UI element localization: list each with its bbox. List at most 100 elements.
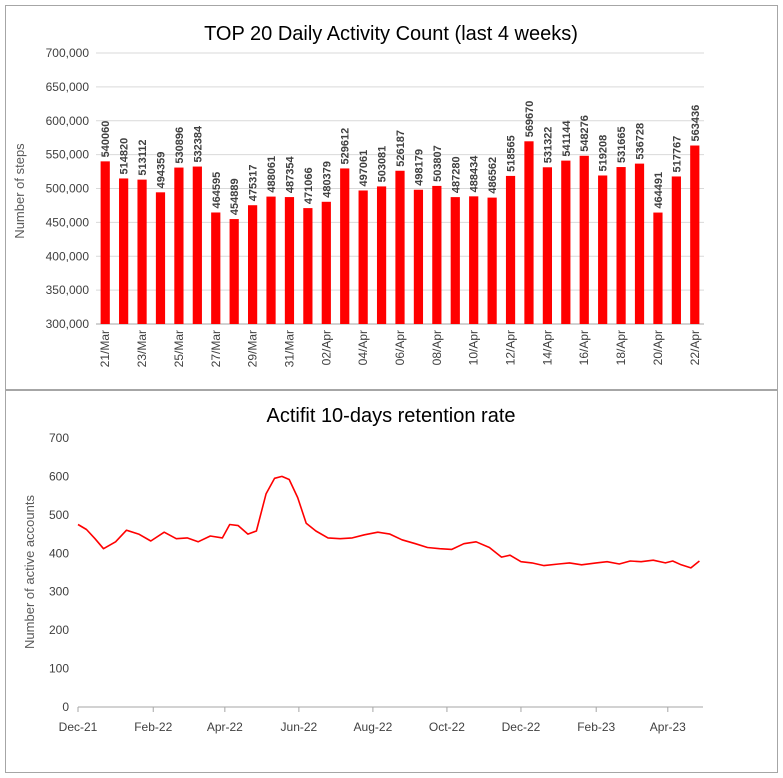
bar-x-tick-label: 21/Mar: [98, 330, 112, 367]
bar-data-label: 514820: [119, 138, 131, 175]
bar: [358, 190, 368, 324]
bar-data-label: 513112: [137, 140, 149, 176]
line-y-tick-label: 400: [49, 546, 69, 560]
bar-data-label: 497061: [358, 150, 370, 187]
line-x-tick-label: Aug-22: [354, 720, 393, 734]
bar: [432, 185, 442, 324]
bar-data-label: 518565: [506, 135, 518, 172]
bar-data-label: 541144: [561, 120, 573, 157]
bar: [395, 170, 405, 324]
line-y-tick-label: 700: [49, 431, 69, 445]
bar-data-label: 464595: [211, 172, 223, 209]
line-x-tick-label: Apr-22: [207, 720, 243, 734]
bar-x-tick-label: 12/Apr: [504, 330, 518, 365]
line-y-tick-label: 500: [49, 508, 69, 522]
bar: [505, 175, 516, 324]
bar-chart-bars: [100, 141, 700, 324]
bar-data-label: 517767: [671, 136, 683, 173]
bar-x-tick-label: 20/Apr: [651, 330, 665, 365]
bar-y-tick-label: 500,000: [46, 182, 90, 196]
bar-chart-data-labels: 540060 514820 513112 494359 530896 532384 4645…: [100, 101, 702, 215]
bar: [579, 155, 589, 324]
bar-y-tick-label: 600,000: [46, 114, 90, 128]
bar-data-label: 488061: [266, 156, 278, 193]
bar-data-label: 529612: [340, 128, 352, 165]
bar-data-label: 494359: [155, 152, 167, 189]
bar: [561, 160, 571, 324]
bar: [653, 212, 663, 324]
bar-y-tick-label: 650,000: [46, 80, 90, 94]
bar-data-label: 487280: [450, 156, 462, 193]
line-chart-x-ticks: Dec-21 Feb-22 Apr-22 Jun-22 Aug-22 Oct-22 Dec-…: [59, 720, 686, 734]
bar: [450, 197, 460, 324]
bar-data-label: 503081: [377, 146, 389, 183]
line-x-tick-label: Feb-22: [134, 720, 172, 734]
bar-chart-panel: TOP 20 Daily Activity Count (last 4 week…: [5, 5, 778, 390]
bar-data-label: 454889: [229, 178, 241, 215]
bar-x-tick-label: 08/Apr: [430, 330, 444, 365]
bar-data-label: 563436: [690, 105, 702, 142]
bar: [248, 205, 258, 324]
bar: [155, 192, 166, 324]
bar-x-tick-label: 02/Apr: [319, 330, 333, 365]
bar: [469, 196, 479, 324]
bar-y-tick-label: 700,000: [46, 46, 90, 60]
line-chart-title: Actifit 10-days retention rate: [266, 405, 515, 427]
line-x-tick-label: Apr-23: [650, 720, 686, 734]
bar: [376, 186, 387, 324]
bar: [119, 178, 129, 324]
line-x-tick-label: Oct-22: [429, 720, 465, 734]
bar-data-label: 503807: [432, 145, 444, 182]
bar-data-label: 569670: [524, 101, 536, 138]
bar-x-tick-label: 16/Apr: [577, 330, 591, 365]
bar: [321, 201, 331, 324]
line-chart-series: [77, 475, 700, 569]
bar: [634, 163, 645, 324]
bar-y-tick-label: 450,000: [46, 215, 90, 229]
bar-x-tick-label: 04/Apr: [356, 330, 370, 365]
bar: [671, 176, 681, 324]
line-x-tick-label: Jun-22: [281, 720, 318, 734]
bar-data-label: 519208: [598, 135, 610, 172]
bar-data-label: 540060: [100, 121, 112, 158]
bar-y-tick-label: 350,000: [46, 283, 90, 297]
bar-chart: TOP 20 Daily Activity Count (last 4 week…: [12, 23, 704, 367]
bar: [616, 167, 626, 324]
bar-x-tick-label: 06/Apr: [393, 330, 407, 365]
line-y-tick-label: 300: [49, 585, 69, 599]
bar-x-tick-label: 27/Mar: [209, 330, 223, 367]
bar-x-tick-label: 29/Mar: [246, 330, 260, 367]
bar-data-label: 487354: [284, 155, 296, 193]
bar-data-label: 531322: [542, 127, 554, 164]
bar-chart-y-axis-label: Number of steps: [12, 143, 27, 239]
bar-chart-title: TOP 20 Daily Activity Count (last 4 week…: [204, 23, 578, 45]
bar: [137, 179, 147, 324]
bar-y-tick-label: 400,000: [46, 249, 90, 263]
bar-data-label: 486562: [487, 157, 499, 194]
line-chart-y-axis-label: Number of active accounts: [22, 495, 37, 649]
bar-data-label: 471066: [303, 167, 315, 204]
bar: [524, 141, 534, 324]
line-x-tick-label: Dec-22: [502, 720, 541, 734]
bar-data-label: 464491: [653, 172, 665, 209]
bar: [690, 145, 700, 324]
line-y-tick-label: 0: [62, 700, 69, 714]
bar-data-label: 532384: [192, 125, 204, 163]
bar: [284, 197, 295, 324]
bar: [211, 212, 221, 324]
bar-x-tick-label: 31/Mar: [282, 330, 296, 367]
bar-data-label: 480379: [321, 161, 333, 198]
line-x-tick-label: Dec-21: [59, 720, 98, 734]
line-y-tick-label: 200: [49, 623, 69, 637]
bar-y-tick-label: 550,000: [46, 148, 90, 162]
bar-x-tick-label: 10/Apr: [467, 330, 481, 365]
line-chart: Actifit 10-days retention rate Number of…: [22, 405, 703, 734]
bar-data-label: 526187: [395, 130, 407, 167]
bar-data-label: 536728: [635, 123, 647, 160]
bar-data-label: 548276: [579, 115, 591, 152]
bar-data-label: 530896: [174, 127, 186, 164]
line-y-tick-label: 600: [49, 469, 69, 483]
bar-x-tick-label: 14/Apr: [540, 330, 554, 365]
line-chart-y-ticks: 0 100 200 300 400 500 600 700: [49, 431, 69, 714]
bar: [229, 219, 239, 324]
